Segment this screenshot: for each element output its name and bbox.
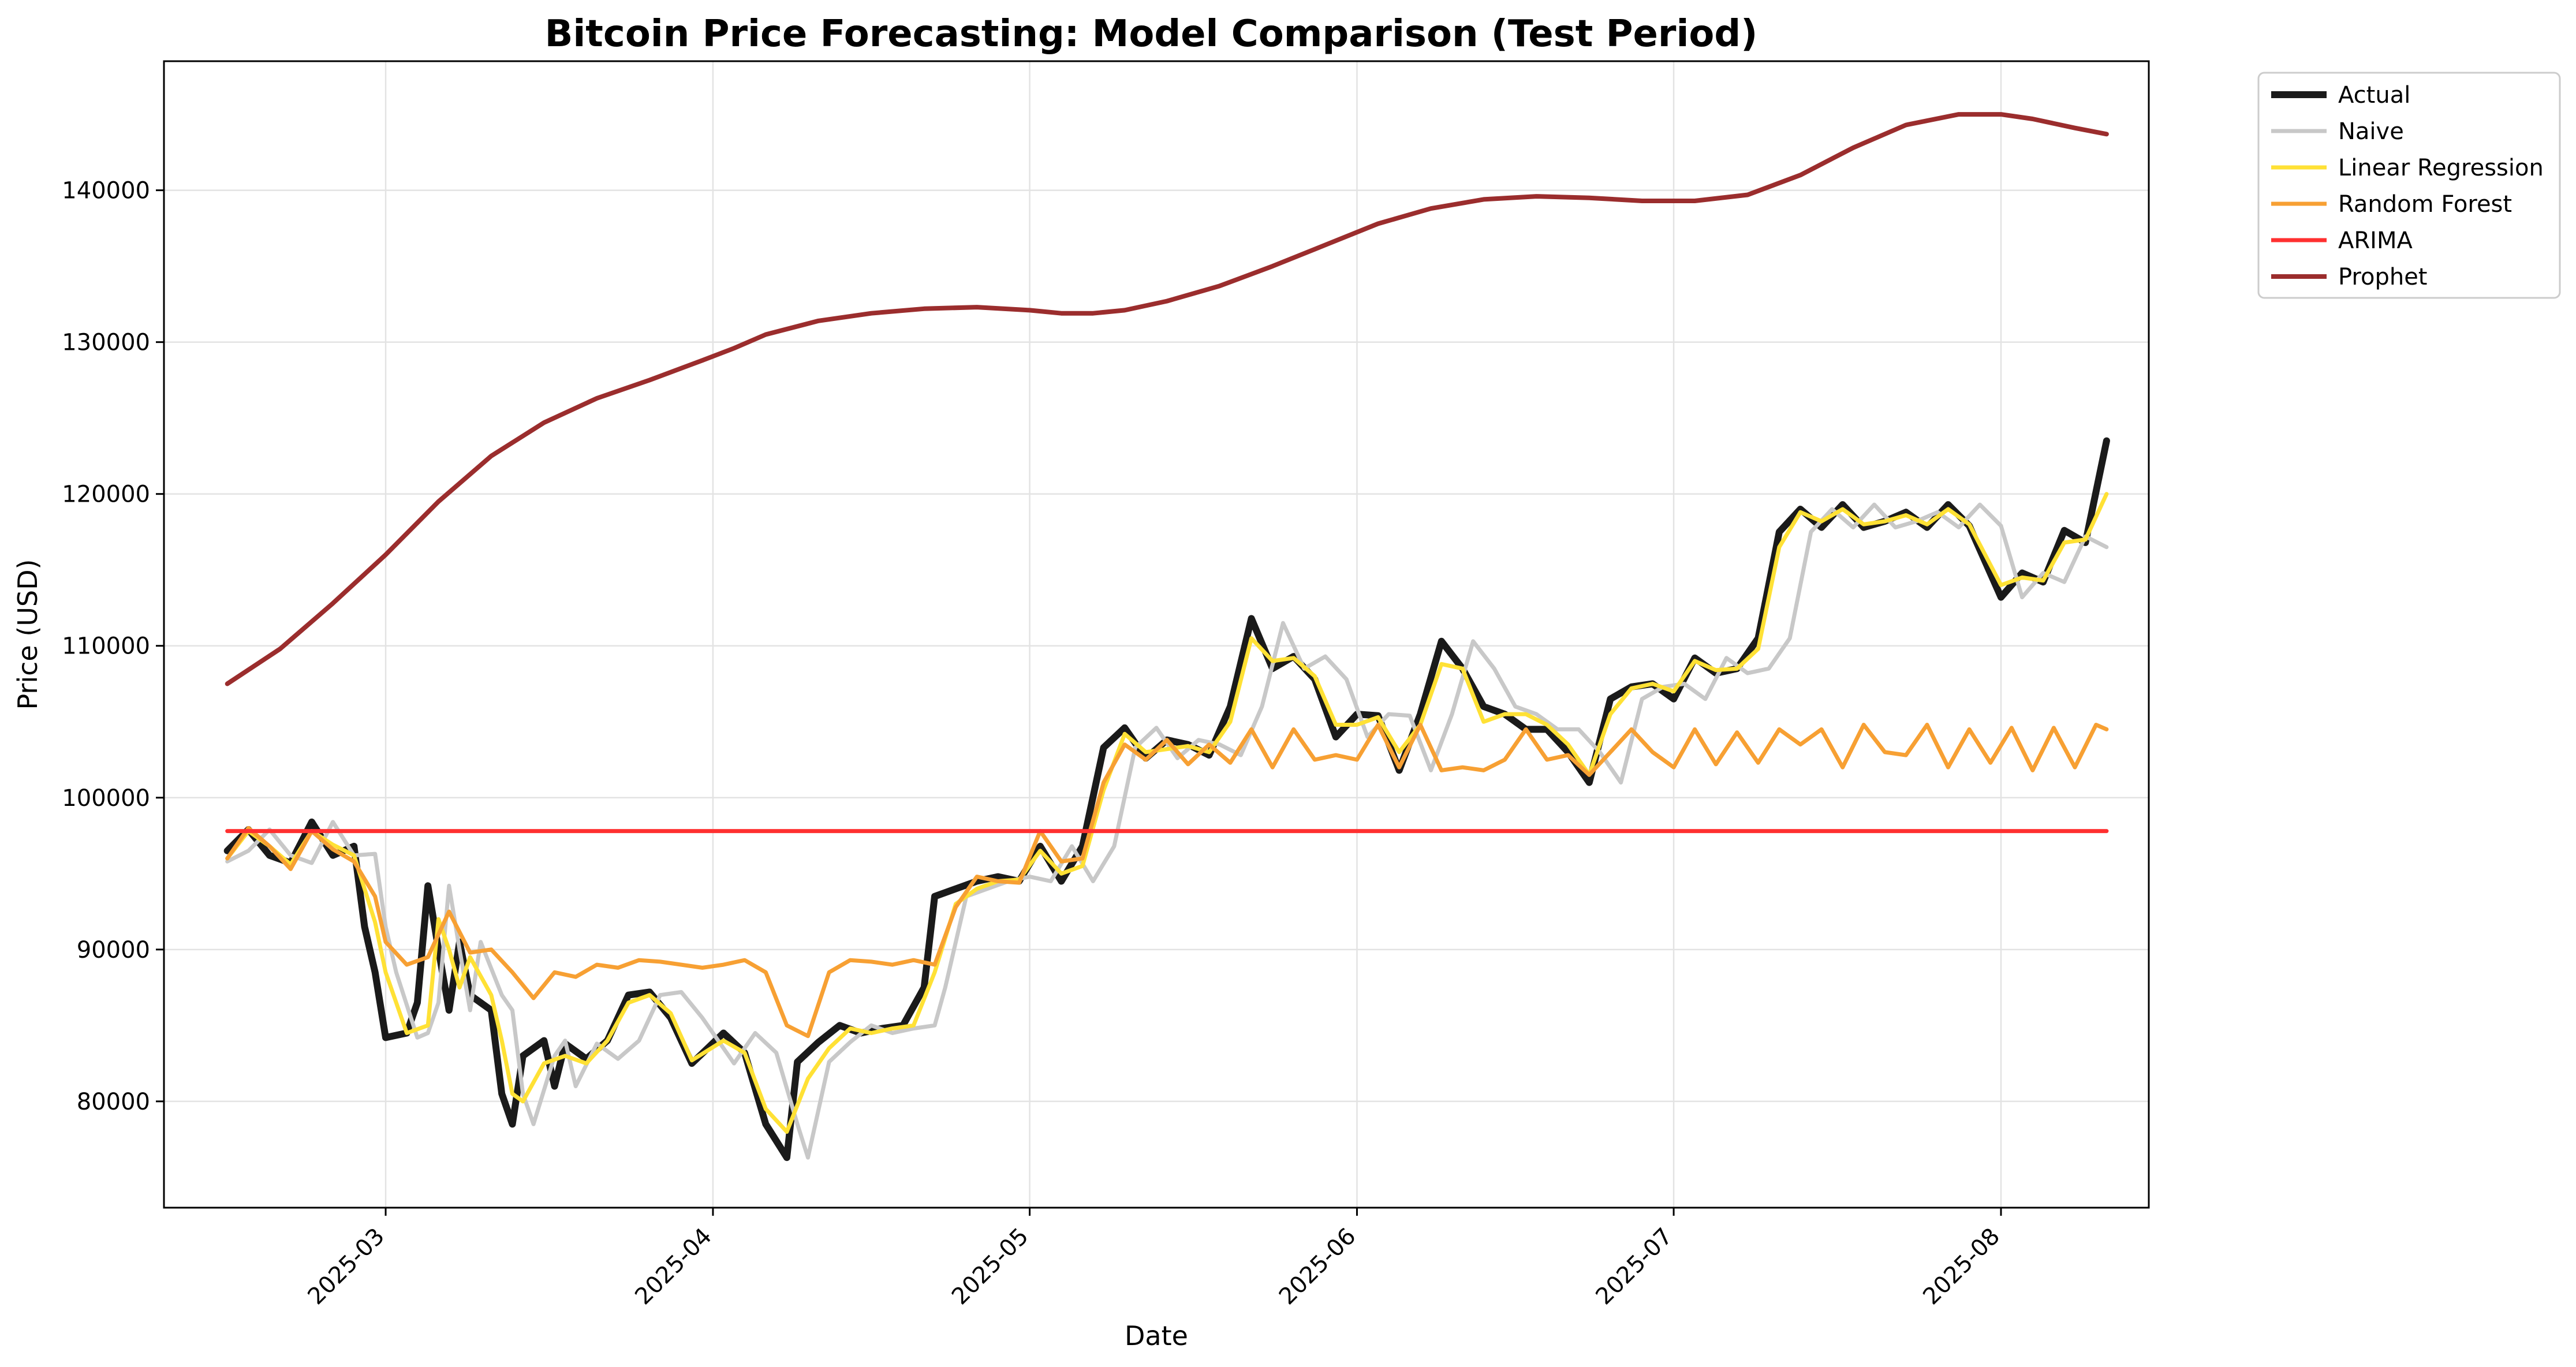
series-line-prophet (225, 112, 2109, 686)
y-tick-label: 110000 (62, 633, 150, 660)
grid (164, 61, 2149, 1208)
y-tick-label: 120000 (62, 481, 150, 508)
series-line-naive (225, 502, 2109, 1160)
y-tick-label: 100000 (62, 785, 150, 812)
legend-label: Actual (2338, 82, 2410, 109)
y-axis: 80000 90000 100000 110000 120000 130000 140000 (62, 178, 164, 1115)
series-line-random-forest (225, 723, 2109, 1039)
plot-frame (163, 60, 2150, 1209)
x-axis-label: Date (1125, 1320, 1188, 1351)
legend-label: Linear Regression (2338, 155, 2544, 181)
legend-label: ARIMA (2338, 227, 2413, 254)
series-line-actual (223, 437, 2110, 1161)
y-tick-label: 90000 (77, 937, 150, 963)
series-line-linear-regression (225, 492, 2109, 1134)
legend-box (2257, 72, 2561, 299)
y-tick-label: 80000 (77, 1089, 150, 1115)
chart-title: Bitcoin Price Forecasting: Model Compari… (545, 13, 1758, 55)
legend-label: Random Forest (2338, 191, 2512, 218)
legend-label: Prophet (2338, 264, 2428, 290)
y-tick-label: 130000 (62, 330, 150, 356)
y-axis-label: Price (USD) (12, 559, 43, 709)
y-tick-label: 140000 (62, 178, 150, 204)
legend: Actual Naive Linear Regression Random Fores… (2257, 72, 2561, 299)
series-layer (223, 112, 2110, 1161)
legend-label: Naive (2338, 118, 2404, 145)
